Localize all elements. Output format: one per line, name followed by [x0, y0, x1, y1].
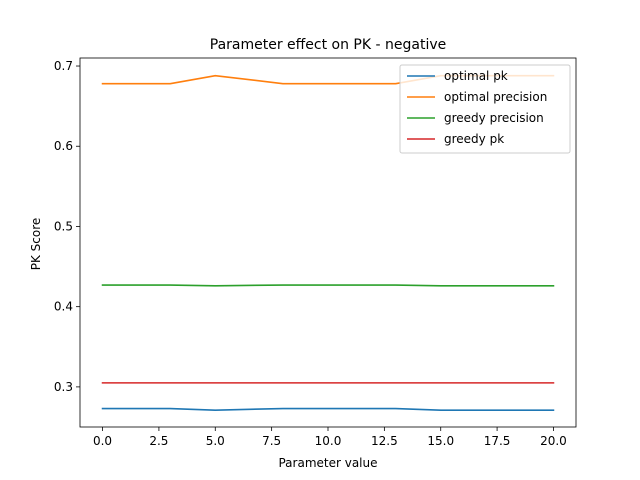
y-tick-label: 0.6 — [54, 139, 73, 153]
x-tick-label: 20.0 — [540, 434, 567, 448]
series-line-0 — [101, 407, 555, 411]
x-tick-label: 5.0 — [206, 434, 225, 448]
x-tick-label: 15.0 — [427, 434, 454, 448]
x-tick-label: 2.5 — [149, 434, 168, 448]
y-axis-label: PK Score — [29, 218, 43, 271]
legend-label: greedy pk — [444, 132, 504, 146]
y-tick-label: 0.3 — [54, 380, 73, 394]
y-tick-label: 0.7 — [54, 59, 73, 73]
y-tick-label: 0.4 — [54, 300, 73, 314]
x-tick-label: 7.5 — [262, 434, 281, 448]
plot-area: 0.0 2.5 5.0 7.5 10.0 12.5 15.0 17.5 20.0 0.3 0.4 0.… — [54, 57, 577, 448]
legend-label: greedy precision — [444, 111, 544, 125]
series-line-2 — [101, 284, 555, 287]
legend-box — [399, 64, 571, 154]
y-tick-label: 0.5 — [54, 219, 73, 233]
x-tick-label: 10.0 — [315, 434, 342, 448]
x-tick-label: 0.0 — [93, 434, 112, 448]
legend-label: optimal precision — [444, 90, 547, 104]
x-tick-label: 17.5 — [484, 434, 511, 448]
x-axis-label: Parameter value — [278, 456, 377, 470]
legend-label: optimal pk — [444, 69, 508, 83]
x-tick-label: 12.5 — [371, 434, 398, 448]
chart-title: Parameter effect on PK - negative — [210, 37, 447, 53]
